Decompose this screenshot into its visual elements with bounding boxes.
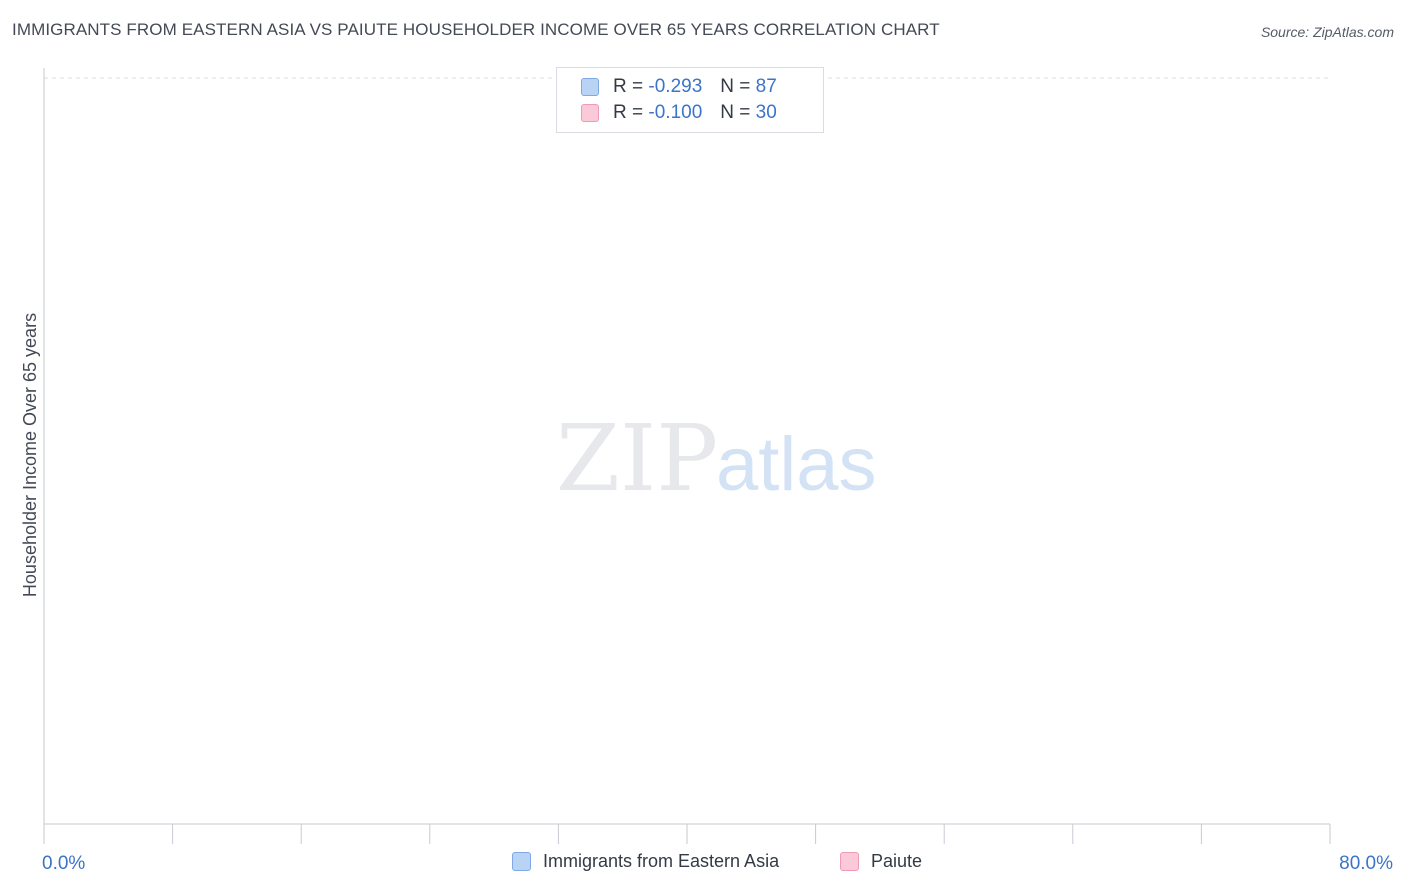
bottom-legend-swatch-paiute (840, 852, 859, 871)
bottom-legend-eastern-asia: Immigrants from Eastern Asia (512, 851, 779, 872)
legend-n-value: 87 (755, 76, 777, 97)
legend-r-label: R = (613, 76, 644, 97)
legend-r-value: -0.293 (648, 76, 703, 97)
bottom-legend-label-eastern-asia: Immigrants from Eastern Asia (543, 851, 780, 871)
chart-title: IMMIGRANTS FROM EASTERN ASIA VS PAIUTE H… (12, 20, 940, 39)
legend-row-paiute: R = -0.100 N = 30 (581, 101, 777, 125)
legend-row-eastern-asia: R = -0.293 N = 87 (581, 75, 777, 99)
x-tick-label: 0.0% (42, 853, 85, 874)
bottom-legend-paiute: Paiute (840, 851, 922, 872)
legend-r-label: R = (613, 102, 644, 123)
x-tick-label: 80.0% (1339, 853, 1393, 874)
axes (43, 68, 1331, 844)
stats-legend: R = -0.293 N = 87 R = -0.100 N = 30 (556, 67, 824, 133)
watermark-zip: ZIP (556, 405, 718, 512)
legend-n-value: 30 (755, 102, 777, 123)
watermark: ZIP atlas (556, 405, 877, 512)
y-axis-label: Householder Income Over 65 years (20, 313, 40, 597)
legend-swatch-eastern-asia (581, 78, 599, 96)
bottom-legend-label-paiute: Paiute (871, 851, 923, 871)
source-credit: Source: ZipAtlas.com (1260, 24, 1394, 40)
legend-n-label: N = (720, 102, 751, 123)
watermark-atlas: atlas (716, 422, 877, 507)
legend-r-value: -0.100 (648, 102, 703, 123)
legend-n-label: N = (720, 76, 751, 97)
legend-swatch-paiute (581, 104, 599, 122)
bottom-legend-swatch-eastern-asia (512, 852, 531, 871)
tick-labels: $37,500$75,000$112,500$150,0000.0%80.0% (42, 853, 1393, 874)
